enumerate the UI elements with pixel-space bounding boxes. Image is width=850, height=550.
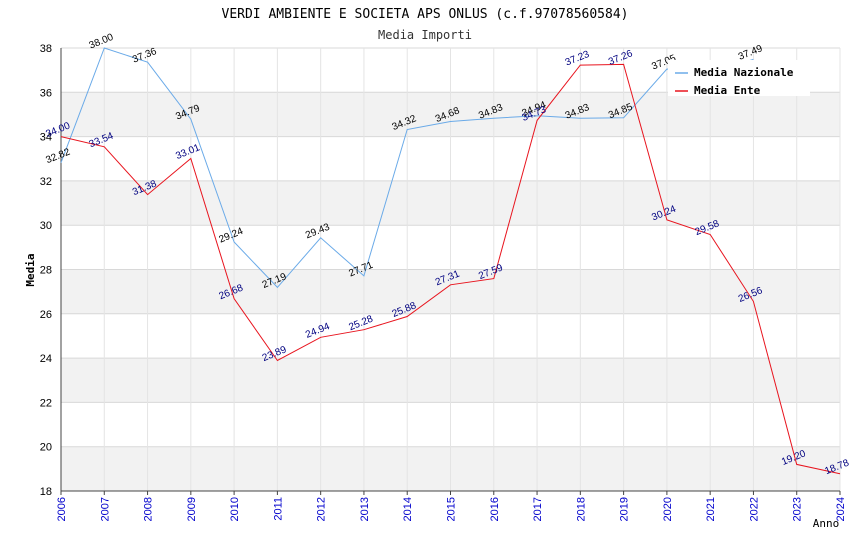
data-point-series-1 <box>276 286 279 289</box>
data-point-series-1 <box>319 236 322 239</box>
data-point-series-1 <box>233 241 236 244</box>
data-point-series-2 <box>189 157 192 160</box>
x-axis-ticks: 2006 2007 2008 2009 2010 2011 2012 2013 2014 2015… <box>56 491 847 521</box>
data-point-series-1 <box>579 117 582 120</box>
data-point-series-1 <box>146 61 149 64</box>
data-point-series-2 <box>709 233 712 236</box>
data-point-series-2 <box>492 277 495 280</box>
data-point-series-2 <box>449 283 452 286</box>
x-tick-label: 2013 <box>359 497 371 521</box>
series-line-2 <box>60 63 841 475</box>
y-tick-label: 34 <box>40 132 52 144</box>
data-point-series-2 <box>60 135 63 138</box>
y-tick-label: 20 <box>40 442 52 454</box>
data-point-series-2 <box>622 63 625 66</box>
data-point-series-2 <box>839 472 842 475</box>
x-tick-label: 2021 <box>705 497 717 521</box>
chart-subtitle: Media Importi <box>378 28 472 42</box>
data-point-series-2 <box>276 359 279 362</box>
y-tick-label: 18 <box>40 486 52 498</box>
data-point-series-2 <box>795 463 798 466</box>
x-tick-label: 2009 <box>186 497 198 521</box>
y-tick-label: 22 <box>40 397 52 409</box>
legend-label-series-1: Media Nazionale <box>694 66 794 79</box>
data-point-series-1 <box>622 116 625 119</box>
y-tick-label: 36 <box>40 87 52 99</box>
y-axis-title: Media <box>24 253 37 286</box>
data-point-series-2 <box>536 119 539 122</box>
data-point-series-2 <box>362 328 365 331</box>
x-tick-label: 2022 <box>748 497 760 521</box>
x-tick-label: 2023 <box>792 497 804 521</box>
x-tick-label: 2015 <box>446 497 458 521</box>
y-tick-label: 24 <box>40 353 52 365</box>
data-point-series-2 <box>406 315 409 318</box>
y-tick-label: 26 <box>40 309 52 321</box>
x-tick-label: 2012 <box>316 497 328 521</box>
x-tick-label: 2011 <box>272 497 284 521</box>
chart-title: VERDI AMBIENTE E SOCIETA APS ONLUS (c.f.… <box>222 7 629 22</box>
x-tick-label: 2006 <box>56 497 68 521</box>
x-tick-label: 2008 <box>143 497 155 521</box>
x-tick-label: 2010 <box>229 497 241 521</box>
y-tick-label: 32 <box>40 176 52 188</box>
y-tick-label: 30 <box>40 220 52 232</box>
data-point-series-1 <box>189 118 192 121</box>
x-tick-label: 2014 <box>402 497 414 521</box>
x-tick-label: 2024 <box>835 497 847 521</box>
x-axis-title: Anno <box>813 517 840 530</box>
legend-box <box>668 60 810 96</box>
x-tick-label: 2018 <box>575 497 587 521</box>
data-point-series-1 <box>492 117 495 120</box>
data-point-series-1 <box>449 120 452 123</box>
data-point-series-1 <box>362 274 365 277</box>
series-layer <box>60 47 842 475</box>
y-axis-ticks: 18 20 22 24 26 28 30 32 34 36 38 <box>40 43 52 498</box>
x-tick-label: 2007 <box>99 497 111 521</box>
data-point-series-1 <box>665 68 668 71</box>
data-point-series-2 <box>103 145 106 148</box>
data-point-series-1 <box>60 161 63 164</box>
y-tick-label: 38 <box>40 43 52 55</box>
data-point-series-2 <box>665 218 668 221</box>
data-point-series-1 <box>406 128 409 131</box>
data-point-series-2 <box>579 64 582 67</box>
y-tick-label: 28 <box>40 265 52 277</box>
series-line-1 <box>60 47 754 289</box>
data-point-series-2 <box>146 193 149 196</box>
data-point-series-2 <box>319 336 322 339</box>
data-point-series-1 <box>103 47 106 50</box>
data-point-series-2 <box>752 300 755 303</box>
x-tick-label: 2020 <box>662 497 674 521</box>
legend: Media Nazionale Media Ente <box>668 60 810 97</box>
data-point-series-2 <box>233 297 236 300</box>
x-tick-label: 2016 <box>489 497 501 521</box>
x-tick-label: 2019 <box>619 497 631 521</box>
x-tick-label: 2017 <box>532 497 544 521</box>
legend-label-series-2: Media Ente <box>694 84 761 97</box>
